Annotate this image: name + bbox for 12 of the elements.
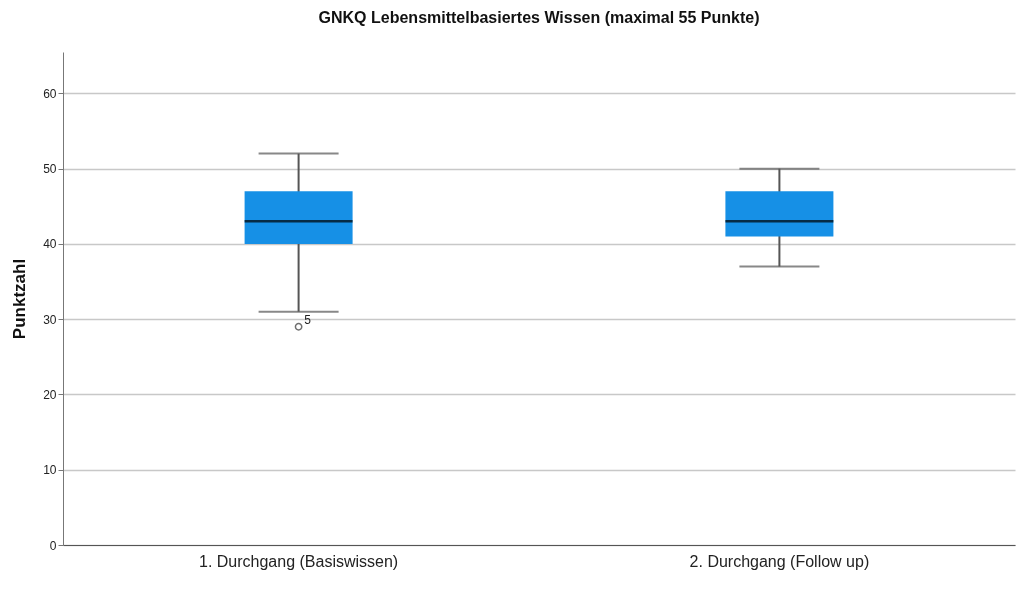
y-tick-label: 60: [43, 86, 57, 101]
y-tick-label: 40: [43, 237, 57, 252]
y-tick-label: 20: [43, 387, 57, 402]
y-tick-label: 50: [43, 162, 57, 177]
x-tick-label: 1. Durchgang (Basiswissen): [198, 552, 399, 570]
annotation: 5: [304, 312, 312, 327]
y-axis-title: Punktzahl: [10, 258, 30, 340]
y-tick-label: 30: [43, 312, 57, 327]
y-tick-label: 10: [43, 463, 57, 478]
x-tick-label: 2. Durchgang (Follow up): [689, 552, 870, 570]
y-tick-label: 0: [49, 538, 57, 553]
chart-title: GNKQ Lebensmittelbasiertes Wissen (maximal 55 Punkte): [318, 9, 760, 26]
